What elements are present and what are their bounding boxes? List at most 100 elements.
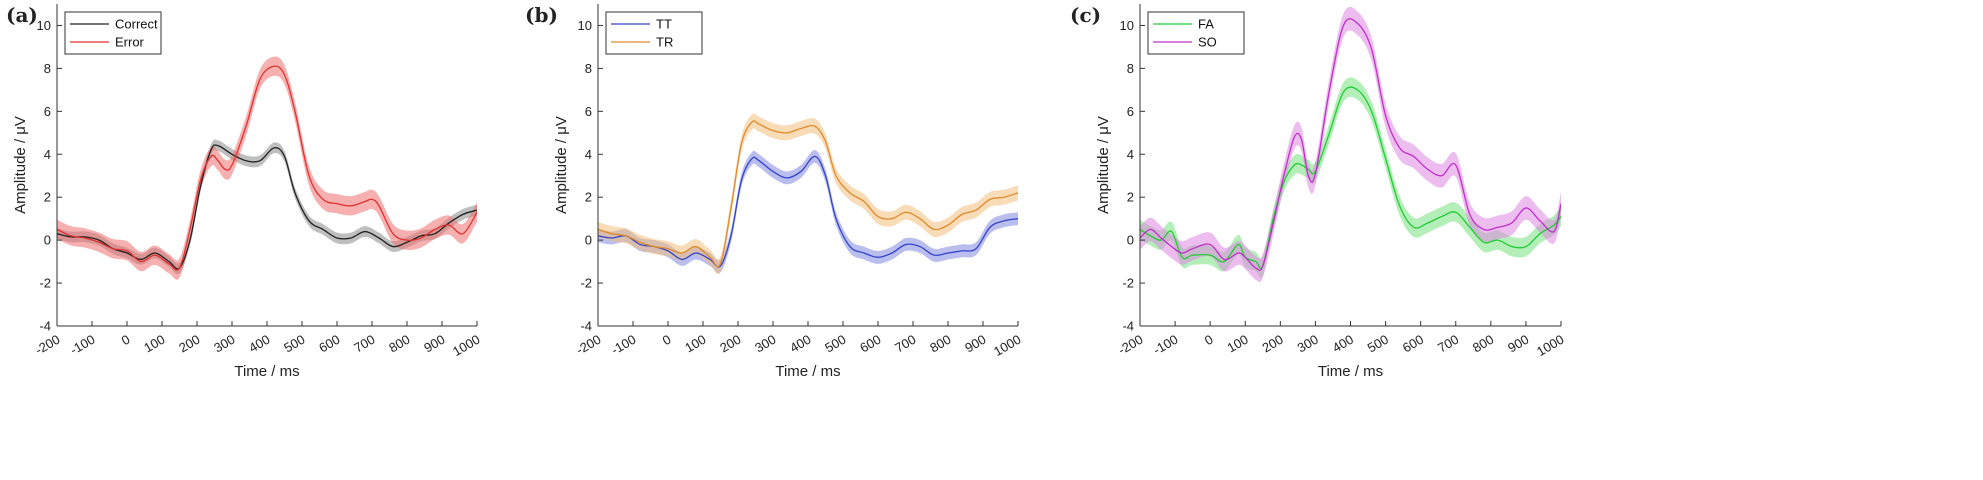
x-tick-label: 200: [176, 332, 202, 356]
x-tick-label: 500: [822, 332, 848, 356]
series-line-tt: [598, 155, 1018, 268]
legend-label-error: Error: [115, 35, 145, 50]
y-tick-label: -2: [580, 276, 592, 291]
x-tick-label: -100: [67, 332, 97, 358]
y-tick-label: -4: [580, 319, 592, 334]
y-tick-label: -4: [39, 319, 51, 334]
x-axis-label: Time / ms: [1318, 363, 1383, 380]
x-tick-label: 300: [752, 332, 778, 356]
legend-box: [605, 11, 703, 55]
legend: Correct Error: [64, 11, 162, 55]
x-tick-label: 600: [857, 332, 883, 356]
x-tick-label: 500: [281, 332, 307, 356]
y-tick-label: 0: [44, 233, 51, 248]
y-tick-label: 0: [1127, 233, 1134, 248]
x-tick-label: 500: [1365, 332, 1391, 356]
x-tick-label: -100: [608, 332, 638, 358]
y-tick-label: 2: [585, 190, 592, 205]
legend: TT TR: [605, 11, 703, 55]
x-tick-label: 100: [1224, 332, 1250, 356]
x-tick-label: 800: [1470, 332, 1496, 356]
x-tick-label: 200: [717, 332, 743, 356]
legend-box: [1147, 11, 1245, 55]
x-axis-label: Time / ms: [234, 363, 299, 380]
panel-label: (b): [525, 3, 558, 27]
x-tick-label: 400: [1330, 332, 1356, 356]
y-tick-label: -2: [39, 276, 51, 291]
x-tick-label: 0: [119, 332, 133, 349]
legend-label-tt: TT: [656, 17, 672, 32]
chart-panel-1: (a) -4 -2 0 2 4 6 8 10 -200 -100 0 100 200 300 400 500 60…: [6, 3, 483, 380]
x-tick-label: 200: [1260, 332, 1286, 356]
series-line-fa: [1140, 86, 1561, 270]
series-line-so: [1140, 18, 1561, 271]
legend-label-so: SO: [1198, 35, 1217, 50]
y-tick-label: 4: [585, 147, 592, 162]
x-tick-label: 600: [316, 332, 342, 356]
x-tick-label: 300: [1295, 332, 1321, 356]
y-tick-label: 6: [1127, 104, 1134, 119]
y-tick-label: 8: [44, 61, 51, 76]
x-tick-label: 600: [1400, 332, 1426, 356]
x-tick-label: -200: [573, 332, 603, 358]
series-line-correct: [57, 144, 477, 270]
x-tick-label: 1000: [450, 332, 483, 359]
panel-label: (c): [1070, 3, 1101, 27]
y-axis-label: Amplitude / μV: [12, 116, 29, 214]
x-tick-label: 100: [682, 332, 708, 356]
x-tick-label: 1000: [991, 332, 1024, 359]
x-tick-label: -200: [32, 332, 62, 358]
x-tick-label: 700: [1435, 332, 1461, 356]
plot-area: [57, 56, 477, 280]
y-tick-label: 4: [1127, 147, 1134, 162]
x-axis-label: Time / ms: [775, 363, 840, 380]
x-tick-label: 900: [421, 332, 447, 356]
y-tick-label: 10: [578, 18, 592, 33]
y-tick-label: 4: [44, 147, 51, 162]
chart-panel-2: (b) -4 -2 0 2 4 6 8 10 -200 -100 0 100 200 300 400 500 60…: [525, 3, 1024, 380]
y-tick-label: -2: [1122, 276, 1134, 291]
y-tick-label: 2: [1127, 190, 1134, 205]
legend-box: [64, 11, 162, 55]
x-tick-label: 900: [1505, 332, 1531, 356]
y-tick-label: 6: [44, 104, 51, 119]
x-tick-label: 0: [1202, 332, 1216, 349]
x-tick-label: 1000: [1534, 332, 1567, 359]
x-tick-label: 400: [246, 332, 272, 356]
x-tick-label: 800: [927, 332, 953, 356]
y-tick-label: 8: [1127, 61, 1134, 76]
x-tick-label: 100: [141, 332, 167, 356]
x-tick-label: 800: [386, 332, 412, 356]
legend-label-tr: TR: [656, 35, 673, 50]
x-tick-label: 400: [787, 332, 813, 356]
series-band-so: [1140, 6, 1561, 283]
legend-label-fa: FA: [1198, 17, 1214, 32]
series-line-tr: [598, 120, 1018, 268]
chart-panel-3: (c) -4 -2 0 2 4 6 8 10 -200 -100 0 100 200 300 400 500 60…: [1070, 3, 1567, 380]
x-tick-label: 700: [892, 332, 918, 356]
legend-label-correct: Correct: [115, 17, 158, 32]
y-tick-label: 2: [44, 190, 51, 205]
y-tick-label: 8: [585, 61, 592, 76]
y-tick-label: 6: [585, 104, 592, 119]
x-tick-label: 0: [660, 332, 674, 349]
y-axis-label: Amplitude / μV: [553, 116, 570, 214]
y-tick-label: 10: [1120, 18, 1134, 33]
series-band-tt: [598, 149, 1018, 274]
x-tick-label: -100: [1151, 332, 1181, 358]
x-tick-label: 300: [211, 332, 237, 356]
y-tick-label: 0: [585, 233, 592, 248]
y-axis-label: Amplitude / μV: [1095, 116, 1112, 214]
legend: FA SO: [1147, 11, 1245, 55]
y-tick-label: -4: [1122, 319, 1134, 334]
y-tick-label: 10: [37, 18, 51, 33]
plot-area: [1140, 6, 1561, 283]
panel-label: (a): [6, 3, 38, 27]
x-tick-label: -200: [1115, 332, 1145, 358]
x-tick-label: 700: [351, 332, 377, 356]
plot-area: [598, 113, 1018, 275]
series-band-error: [57, 56, 477, 280]
series-line-error: [57, 65, 477, 271]
x-tick-label: 900: [962, 332, 988, 356]
